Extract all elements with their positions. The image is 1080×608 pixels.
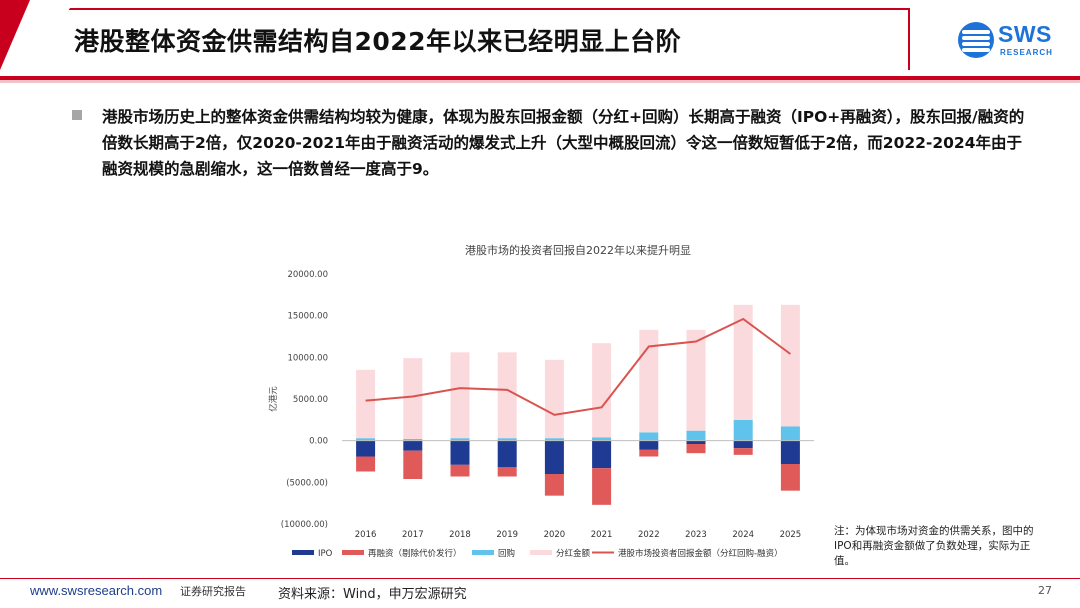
bar-refinancing	[686, 444, 706, 454]
header-divider	[0, 76, 1080, 80]
bar-ipo	[450, 440, 470, 465]
series-line-investor-return	[365, 317, 791, 416]
legend-label: 回购	[498, 548, 515, 559]
x-tick-label: 2021	[591, 530, 613, 540]
x-tick-label: 2023	[685, 530, 707, 540]
x-tick-label: 2018	[449, 530, 471, 540]
legend-swatch	[342, 550, 364, 555]
header-accent-tab	[0, 0, 30, 70]
legend-swatch	[472, 550, 494, 555]
footer-report-type: 证券研究报告	[180, 585, 246, 598]
y-tick-label: 15000.00	[287, 312, 328, 322]
bar-dividend	[403, 358, 423, 439]
y-tick-label: 20000.00	[287, 270, 328, 280]
sws-logo: SWS RESEARCH	[958, 20, 1058, 60]
bar-dividend	[356, 369, 376, 439]
x-tick-label: 2016	[355, 530, 377, 540]
bar-refinancing	[639, 449, 659, 457]
x-tick-label: 2025	[780, 530, 802, 540]
bar-ipo	[639, 440, 659, 450]
bar-buyback	[686, 430, 706, 441]
x-tick-label: 2019	[496, 530, 518, 540]
bar-refinancing	[497, 467, 517, 477]
bar-ipo	[356, 440, 376, 457]
page-title: 港股整体资金供需结构自2022年以来已经明显上台阶	[74, 27, 682, 56]
bar-refinancing	[403, 450, 423, 479]
bar-dividend	[544, 359, 564, 439]
legend-swatch	[530, 550, 552, 555]
y-tick-label: (5000.00)	[286, 478, 328, 488]
bar-buyback	[780, 426, 800, 441]
y-axis-label: 亿港元	[268, 386, 279, 412]
summary-text: 港股市场历史上的整体资金供需结构均较为健康，体现为股东回报金额（分红+回购）长期…	[102, 108, 1025, 178]
bar-buyback	[450, 438, 470, 441]
logo-subtext: RESEARCH	[1000, 48, 1053, 57]
footer-divider	[0, 578, 1080, 579]
bar-ipo	[403, 440, 423, 451]
chart-title: 港股市场的投资者回报自2022年以来提升明显	[465, 243, 691, 257]
chart-note: 注：为体现市场对资金的供需关系，图中的IPO和再融资金额做了负数处理，实际为正值…	[834, 525, 1034, 567]
bar-buyback	[497, 438, 517, 441]
footer-source: 资料来源：Wind，申万宏源研究	[278, 587, 467, 602]
summary-bullet: 港股市场历史上的整体资金供需结构均较为健康，体现为股东回报金额（分红+回购）长期…	[72, 104, 1032, 182]
bar-refinancing	[356, 456, 376, 472]
bullet-square-icon	[72, 110, 82, 120]
bar-dividend	[592, 343, 612, 438]
x-tick-label: 2020	[544, 530, 566, 540]
bar-refinancing	[544, 474, 564, 496]
x-tick-label: 2022	[638, 530, 660, 540]
bar-ipo	[780, 440, 800, 464]
y-tick-label: (10000.00)	[281, 520, 328, 530]
legend-label: 再融资（剔除代价发行）	[368, 548, 462, 559]
bar-buyback	[639, 432, 659, 441]
bar-dividend	[733, 304, 753, 420]
bar-refinancing	[780, 464, 800, 491]
bar-buyback	[592, 437, 612, 441]
y-tick-label: 10000.00	[287, 353, 328, 363]
bar-buyback	[356, 438, 376, 441]
x-tick-label: 2017	[402, 530, 424, 540]
bar-refinancing	[450, 464, 470, 477]
bar-buyback	[403, 439, 423, 441]
bar-ipo	[686, 440, 706, 444]
header-frame	[30, 8, 910, 70]
bar-ipo	[497, 440, 517, 468]
bar-ipo	[592, 440, 612, 469]
bar-dividend	[639, 329, 659, 433]
legend-label: IPO	[318, 549, 333, 559]
bar-buyback	[544, 438, 564, 441]
page-number: 27	[1038, 584, 1052, 597]
footer-website-link[interactable]: www.swsresearch.com	[30, 583, 163, 598]
bar-refinancing	[592, 468, 612, 505]
bar-dividend	[497, 352, 517, 439]
header: 港股整体资金供需结构自2022年以来已经明显上台阶 SWS RESEARCH	[0, 0, 1080, 86]
investor-return-chart: 港股市场的投资者回报自2022年以来提升明显 20000.00 15000.00 10…	[268, 243, 814, 559]
legend-label: 港股市场投资者回报金额（分红回购-融资）	[618, 548, 783, 559]
bar-dividend	[780, 304, 800, 427]
x-tick-label: 2024	[732, 530, 754, 540]
logo-globe-icon	[958, 22, 994, 58]
bar-refinancing	[733, 448, 753, 455]
legend-label: 分红金额	[556, 548, 591, 559]
bar-ipo	[544, 440, 564, 474]
bar-ipo	[733, 440, 753, 449]
y-tick-label: 5000.00	[293, 395, 328, 405]
header-divider-shadow	[0, 80, 1080, 83]
bar-dividend	[450, 352, 470, 439]
logo-text: SWS	[998, 21, 1052, 47]
legend-swatch	[292, 550, 314, 555]
bar-buyback	[733, 419, 753, 441]
y-tick-label: 0.00	[309, 437, 328, 447]
bar-dividend	[686, 329, 706, 431]
